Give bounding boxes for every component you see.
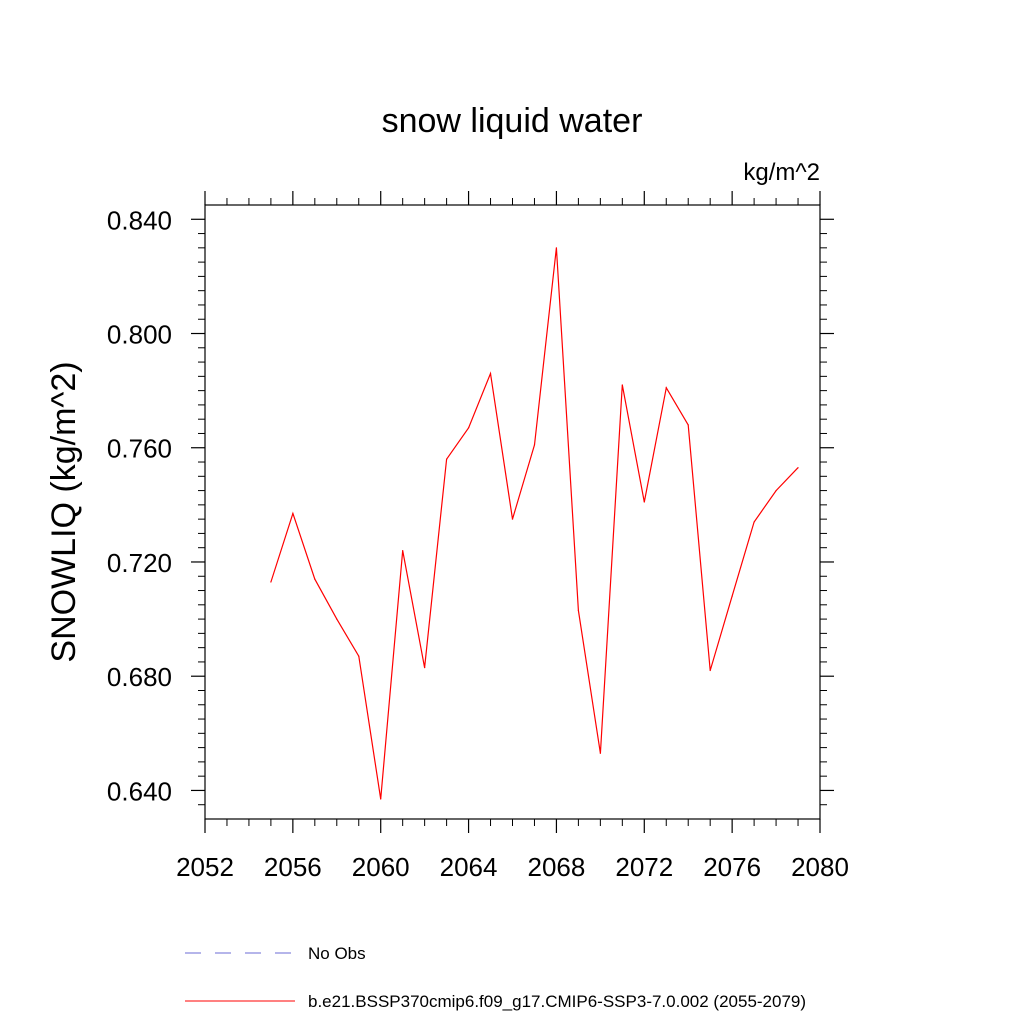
data-point xyxy=(775,489,777,492)
data-point xyxy=(511,518,514,520)
x-tick-label: 2072 xyxy=(615,852,673,882)
x-tick-label: 2080 xyxy=(791,852,849,882)
y-tick-label: 0.680 xyxy=(107,662,172,692)
y-tick-label: 0.840 xyxy=(107,205,172,235)
data-point xyxy=(665,387,667,389)
data-point xyxy=(292,512,294,515)
x-tick-label: 2064 xyxy=(440,852,498,882)
data-point xyxy=(402,549,404,552)
legend-label-no-obs: No Obs xyxy=(308,944,366,963)
data-point xyxy=(358,655,360,657)
data-point xyxy=(380,798,382,800)
x-tick-label: 2056 xyxy=(264,852,322,882)
data-point xyxy=(621,384,623,386)
chart-title: snow liquid water xyxy=(382,102,643,140)
data-point xyxy=(577,609,579,612)
series-layer xyxy=(270,247,799,800)
y-tick-label: 0.800 xyxy=(107,320,172,350)
data-point xyxy=(709,669,711,672)
data-point xyxy=(446,458,448,460)
data-point xyxy=(599,752,601,754)
x-tick-label: 2052 xyxy=(176,852,234,882)
legend-label-ssp370: b.e21.BSSP370cmip6.f09_g17.CMIP6-SSP3-7.… xyxy=(308,992,806,1011)
data-point xyxy=(533,444,536,446)
data-point xyxy=(270,581,272,583)
data-point xyxy=(555,247,558,249)
data-point xyxy=(643,501,645,503)
y-axis-label: SNOWLIQ (kg/m^2) xyxy=(45,361,83,662)
x-tick-label: 2076 xyxy=(703,852,761,882)
data-point xyxy=(797,467,799,469)
y-tick-label: 0.720 xyxy=(107,548,172,578)
data-point xyxy=(489,372,492,375)
data-point xyxy=(314,578,316,580)
x-axis: 2052 2056 2060 2064 2068 2072 2076 2080 xyxy=(176,191,849,882)
x-tick-label: 2060 xyxy=(352,852,410,882)
data-point xyxy=(753,521,755,523)
series-line-0 xyxy=(270,247,799,800)
data-point xyxy=(731,595,733,597)
data-point xyxy=(467,427,470,429)
data-point xyxy=(424,667,426,669)
legend: No Obs b.e21.BSSP370cmip6.f09_g17.CMIP6-… xyxy=(185,944,806,1011)
data-point xyxy=(336,618,338,620)
y-axis: 0.640 0.680 0.720 0.760 0.800 0.840 xyxy=(107,205,834,806)
x-tick-label: 2068 xyxy=(528,852,586,882)
y-tick-label: 0.640 xyxy=(107,776,172,806)
y-tick-label: 0.760 xyxy=(107,434,172,464)
plot-frame xyxy=(204,204,821,820)
units-label: kg/m^2 xyxy=(743,159,820,186)
data-point xyxy=(687,424,689,426)
